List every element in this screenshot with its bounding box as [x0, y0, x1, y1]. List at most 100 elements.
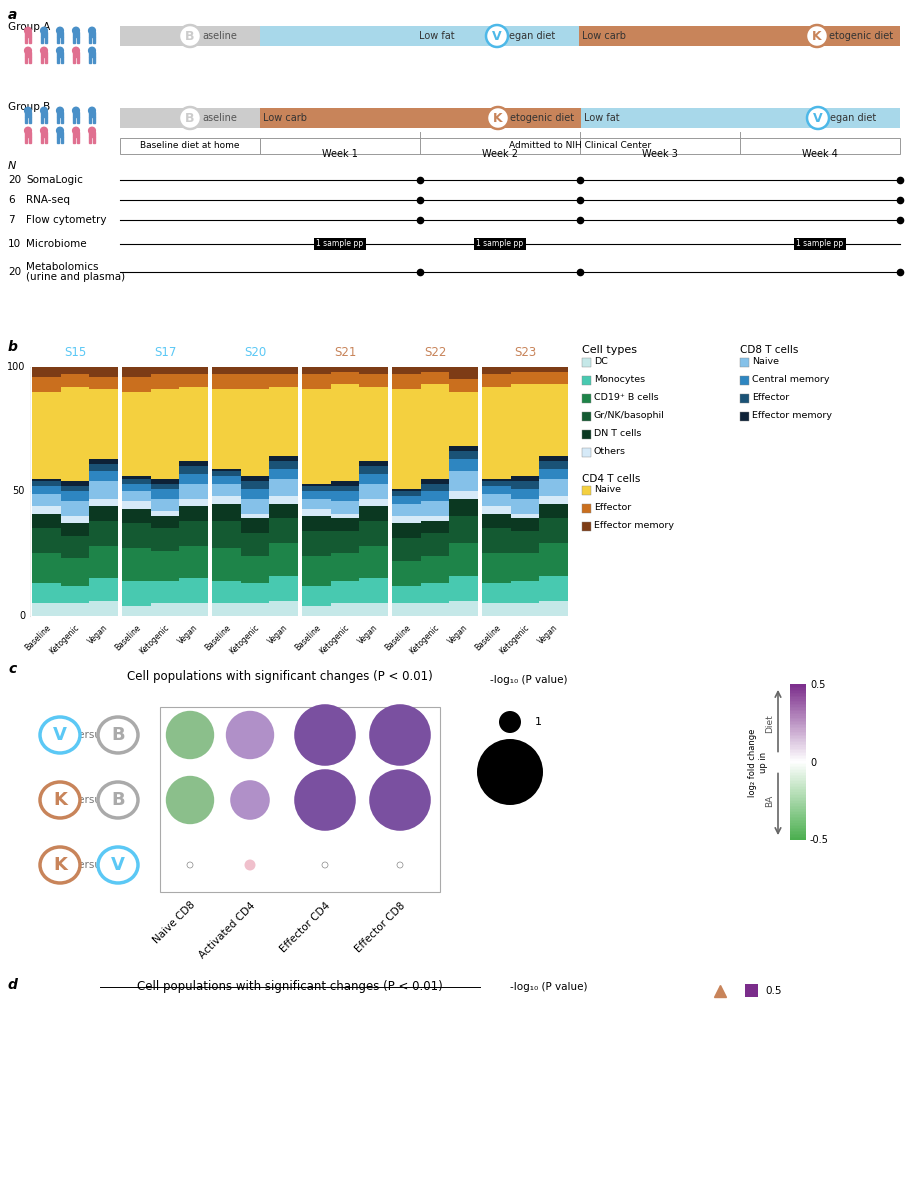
Bar	[330, 384, 360, 481]
Bar	[790, 766, 806, 767]
Bar	[482, 481, 511, 486]
Bar	[421, 367, 449, 372]
Bar	[25, 138, 27, 144]
Bar	[241, 374, 269, 389]
Text: S23: S23	[514, 347, 536, 359]
Bar	[539, 456, 568, 461]
Bar	[482, 386, 511, 479]
Text: Effector: Effector	[594, 504, 631, 512]
Bar	[482, 583, 511, 604]
Bar	[790, 734, 806, 736]
Bar	[421, 384, 449, 479]
Bar	[511, 530, 539, 553]
Bar	[790, 763, 806, 766]
Bar	[790, 684, 806, 686]
Text: Flow cytometry: Flow cytometry	[26, 215, 106, 226]
Bar	[790, 688, 806, 690]
Bar	[151, 604, 179, 616]
Text: Monocytes: Monocytes	[594, 376, 645, 384]
Text: S20: S20	[244, 347, 266, 359]
Bar	[790, 822, 806, 824]
Text: DN T cells: DN T cells	[594, 430, 641, 438]
Bar	[790, 827, 806, 829]
Bar	[582, 448, 591, 457]
Text: Low fat: Low fat	[419, 31, 455, 41]
Text: Baseline: Baseline	[294, 623, 323, 652]
Bar	[77, 138, 79, 144]
Bar	[212, 484, 241, 496]
Bar	[790, 703, 806, 706]
Bar	[790, 739, 806, 740]
Bar	[26, 52, 30, 58]
Bar	[449, 576, 478, 601]
Text: versus: versus	[73, 794, 107, 805]
Text: Admitted to NIH Clinical Center: Admitted to NIH Clinical Center	[509, 142, 651, 150]
Bar	[302, 556, 330, 586]
Bar	[90, 377, 118, 389]
Bar	[32, 514, 60, 528]
Bar	[737, 108, 900, 128]
Bar	[241, 514, 269, 518]
Bar	[90, 367, 118, 616]
Bar	[790, 809, 806, 810]
Bar	[790, 832, 806, 834]
Bar	[421, 516, 449, 521]
Bar	[212, 581, 241, 604]
Bar	[179, 506, 208, 521]
Bar	[790, 798, 806, 799]
Bar	[482, 367, 511, 374]
Bar	[90, 472, 118, 481]
Bar	[151, 389, 179, 479]
Bar	[29, 37, 31, 43]
Bar	[302, 509, 330, 516]
Text: -log₁₀ (P value): -log₁₀ (P value)	[510, 982, 587, 992]
Text: Vegan: Vegan	[447, 623, 470, 646]
Bar	[160, 707, 440, 892]
Bar	[212, 496, 241, 504]
Bar	[790, 762, 806, 764]
Bar	[241, 389, 269, 476]
Bar	[151, 479, 179, 484]
Bar	[212, 548, 241, 581]
Bar	[582, 412, 591, 421]
Bar	[32, 479, 60, 481]
Bar	[179, 546, 208, 578]
Bar	[122, 377, 151, 391]
Bar	[122, 523, 151, 548]
Bar	[179, 467, 208, 474]
Bar	[790, 756, 806, 758]
Bar	[302, 367, 330, 374]
Text: Diet: Diet	[766, 714, 774, 733]
Bar	[421, 583, 449, 604]
Bar	[58, 112, 62, 118]
Circle shape	[40, 127, 48, 134]
Text: Baseline diet at home: Baseline diet at home	[140, 142, 240, 150]
Text: Week 2: Week 2	[482, 149, 518, 158]
Bar	[579, 26, 735, 46]
Bar	[790, 814, 806, 815]
Bar	[60, 604, 90, 616]
Bar	[511, 604, 539, 616]
Text: (urine and plasma): (urine and plasma)	[26, 272, 125, 282]
Bar	[45, 138, 47, 144]
Bar	[212, 604, 241, 616]
Bar	[421, 484, 449, 491]
Bar	[269, 374, 298, 386]
Bar	[482, 604, 511, 616]
Bar	[212, 374, 241, 389]
Bar	[482, 493, 511, 506]
Bar	[90, 458, 118, 463]
Bar	[790, 740, 806, 743]
Circle shape	[89, 107, 95, 114]
Bar	[60, 491, 90, 502]
Text: -log₁₀ (P value): -log₁₀ (P value)	[490, 674, 567, 685]
Bar	[449, 516, 478, 544]
Bar	[241, 534, 269, 556]
Bar	[790, 821, 806, 823]
Bar	[41, 132, 47, 138]
Text: Baseline: Baseline	[113, 623, 143, 652]
Bar	[302, 389, 330, 484]
Bar	[61, 138, 63, 144]
Text: Effector memory: Effector memory	[594, 522, 674, 530]
Bar	[511, 581, 539, 604]
